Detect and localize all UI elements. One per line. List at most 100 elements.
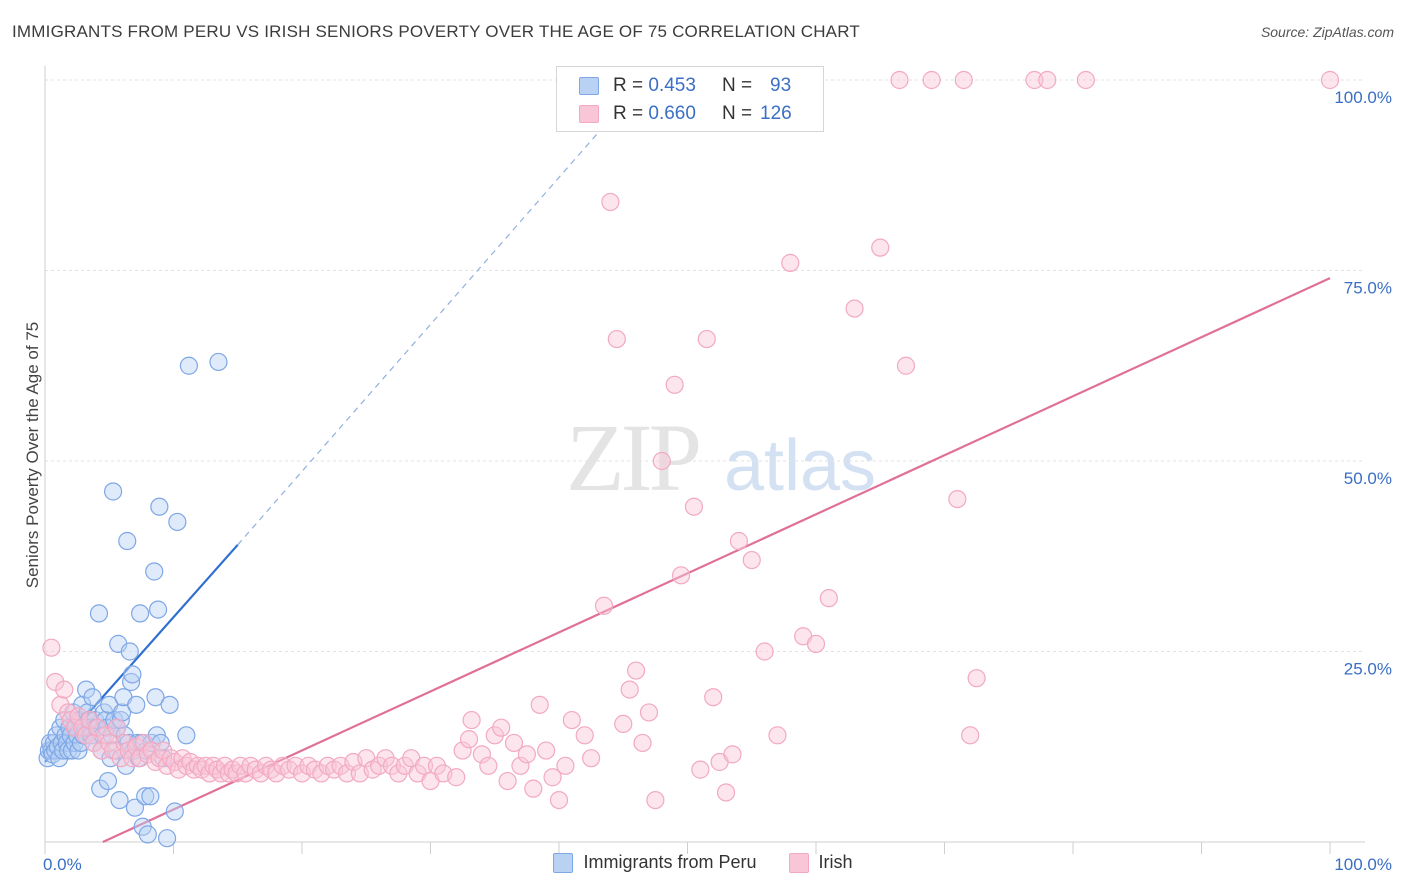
point-irish	[671, 566, 691, 585]
y-tick-label: 75.0%	[1344, 279, 1392, 298]
tick-labels: 25.0% 50.0% 75.0% 100.0% 0.0% 100.0%	[43, 88, 1392, 874]
point-irish	[954, 70, 973, 90]
point-irish	[134, 733, 154, 753]
point-irish	[55, 680, 74, 699]
point-irish	[967, 669, 986, 688]
point-irish	[614, 714, 633, 733]
point-irish	[652, 451, 671, 471]
legend-n-label: N =	[721, 103, 753, 124]
point-irish	[504, 733, 524, 753]
point-irish	[447, 768, 466, 787]
point-irish	[1025, 70, 1044, 90]
point-irish	[871, 238, 890, 257]
point-irish	[414, 756, 434, 775]
point-peru	[150, 497, 169, 516]
point-irish	[755, 642, 774, 661]
x-tick-label: 100.0%	[1334, 855, 1392, 874]
point-irish	[601, 192, 620, 212]
point-irish	[819, 589, 838, 608]
point-irish	[511, 756, 530, 775]
series-legend-item-irish: Irish	[788, 852, 853, 873]
point-peru	[91, 779, 110, 798]
point-irish	[723, 745, 742, 764]
point-peru	[110, 790, 129, 810]
legend-swatch-irish	[579, 105, 599, 123]
point-irish	[922, 70, 941, 90]
series-swatch-peru	[553, 852, 574, 873]
point-peru	[127, 695, 146, 714]
point-irish	[88, 718, 107, 737]
point-irish	[459, 730, 479, 749]
point-irish	[543, 768, 562, 787]
point-irish	[781, 253, 800, 272]
point-irish	[890, 70, 909, 90]
point-peru	[141, 787, 160, 806]
point-peru	[168, 512, 187, 532]
point-irish	[948, 490, 967, 509]
point-irish	[427, 756, 447, 775]
point-peru	[77, 680, 96, 699]
series-name-peru: Immigrants from Peru	[583, 852, 757, 872]
point-irish	[768, 726, 787, 745]
point-peru	[136, 787, 155, 806]
point-irish	[42, 638, 61, 657]
point-irish	[479, 756, 498, 775]
y-tick-label: 50.0%	[1344, 469, 1392, 488]
point-irish	[376, 749, 395, 768]
x-tick-label: 0.0%	[43, 855, 82, 874]
point-irish	[845, 299, 864, 318]
point-peru	[177, 726, 196, 745]
legend-r-value: 0.453	[648, 75, 696, 96]
y-tick-label: 25.0%	[1344, 660, 1392, 679]
legend-r-label: R =	[613, 75, 644, 96]
point-irish	[498, 771, 517, 791]
point-irish	[51, 695, 70, 714]
chart-source: Source: ZipAtlas.com	[1260, 24, 1394, 40]
point-peru	[120, 642, 139, 661]
point-irish	[691, 760, 710, 779]
point-peru	[121, 672, 141, 692]
series-legend: Immigrants from Peru Irish	[0, 852, 1406, 873]
point-irish	[472, 745, 491, 764]
point-peru	[209, 352, 228, 372]
point-irish	[729, 531, 749, 551]
point-irish	[806, 634, 826, 653]
point-irish	[556, 756, 575, 775]
point-peru	[125, 798, 145, 817]
point-irish	[462, 710, 481, 730]
point-peru	[148, 600, 168, 619]
point-irish	[337, 764, 357, 783]
point-peru	[98, 771, 118, 791]
point-irish	[633, 733, 652, 753]
series-legend-item-peru: Immigrants from Peru	[553, 852, 757, 873]
point-irish	[370, 756, 389, 775]
point-peru	[123, 665, 142, 684]
point-irish	[639, 703, 659, 722]
point-irish	[524, 779, 543, 798]
point-irish	[1038, 70, 1057, 90]
point-irish	[896, 356, 916, 375]
trend-line-peru-extension	[237, 132, 599, 546]
point-peru	[83, 688, 102, 707]
point-irish	[697, 329, 716, 349]
point-irish	[107, 718, 127, 737]
axes	[44, 66, 1365, 854]
point-irish	[704, 688, 723, 707]
point-irish	[742, 550, 761, 570]
watermark-zip: ZIP	[566, 404, 699, 511]
point-irish	[530, 695, 549, 714]
legend-r-label: R =	[613, 103, 644, 124]
point-peru	[118, 531, 137, 551]
data-points	[38, 70, 1340, 848]
point-peru	[165, 802, 184, 821]
point-irish	[716, 783, 736, 802]
point-irish	[123, 749, 142, 768]
chart-title: IMMIGRANTS FROM PERU VS IRISH SENIORS PO…	[12, 22, 860, 41]
correlation-legend: R = 0.453 N = 93 R = 0.660 N = 126	[556, 66, 824, 132]
point-peru	[138, 825, 157, 844]
point-irish	[549, 790, 569, 810]
legend-n-label: N =	[721, 75, 753, 96]
point-irish	[517, 745, 536, 764]
point-irish	[154, 741, 173, 760]
